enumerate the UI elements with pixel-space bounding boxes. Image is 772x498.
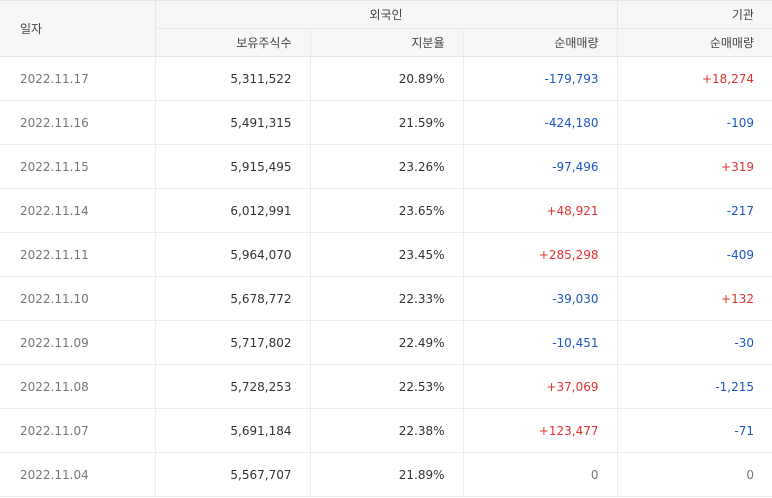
institution-net-cell: -217 [617, 188, 772, 233]
header-row-columns: 보유주식수 지분율 순매매량 순매매량 [0, 28, 772, 57]
institution-net-cell: +319 [617, 144, 772, 189]
foreign-group-header: 외국인 [155, 0, 618, 29]
foreign-net-cell: +123,477 [463, 408, 618, 453]
table-row: 2022.11.15 5,915,495 23.26% -97,496 +319 [0, 144, 772, 189]
institution-net-cell: -71 [617, 408, 772, 453]
table-row: 2022.11.16 5,491,315 21.59% -424,180 -109 [0, 100, 772, 145]
ratio-column-header: 지분율 [310, 28, 464, 57]
table-row: 2022.11.11 5,964,070 23.45% +285,298 -409 [0, 232, 772, 277]
ratio-cell: 23.65% [310, 188, 464, 233]
institution-net-cell: +18,274 [617, 56, 772, 101]
ratio-cell: 21.89% [310, 452, 464, 497]
institution-net-cell: -1,215 [617, 364, 772, 409]
holdings-cell: 5,717,802 [155, 320, 311, 365]
table-body: 2022.11.17 5,311,522 20.89% -179,793 +18,274… [0, 56, 772, 497]
holdings-cell: 6,012,991 [155, 188, 311, 233]
holdings-cell: 5,691,184 [155, 408, 311, 453]
foreign-net-column-header: 순매매량 [463, 28, 618, 57]
institution-net-cell: -409 [617, 232, 772, 277]
ratio-cell: 22.38% [310, 408, 464, 453]
table-row: 2022.11.14 6,012,991 23.65% +48,921 -217 [0, 188, 772, 233]
holdings-cell: 5,728,253 [155, 364, 311, 409]
table-row: 2022.11.10 5,678,772 22.33% -39,030 +132 [0, 276, 772, 321]
foreign-net-cell: +285,298 [463, 232, 618, 277]
ratio-cell: 22.53% [310, 364, 464, 409]
institution-net-cell: +132 [617, 276, 772, 321]
table-row: 2022.11.07 5,691,184 22.38% +123,477 -71 [0, 408, 772, 453]
foreign-net-cell: +48,921 [463, 188, 618, 233]
holdings-cell: 5,678,772 [155, 276, 311, 321]
institution-net-cell: 0 [617, 452, 772, 497]
date-cell: 2022.11.14 [0, 188, 156, 233]
table-row: 2022.11.17 5,311,522 20.89% -179,793 +18,274 [0, 56, 772, 101]
date-cell: 2022.11.04 [0, 452, 156, 497]
institution-net-cell: -30 [617, 320, 772, 365]
date-cell: 2022.11.10 [0, 276, 156, 321]
ratio-cell: 20.89% [310, 56, 464, 101]
institution-net-column-header: 순매매량 [617, 28, 772, 57]
holdings-cell: 5,491,315 [155, 100, 311, 145]
holdings-cell: 5,567,707 [155, 452, 311, 497]
holdings-column-header: 보유주식수 [155, 28, 311, 57]
ratio-cell: 23.26% [310, 144, 464, 189]
date-column-header: 일자 [0, 0, 156, 57]
table-row: 2022.11.08 5,728,253 22.53% +37,069 -1,215 [0, 364, 772, 409]
table-header: 일자 외국인 기관 보유주식수 지분율 순매매량 순매매량 [0, 0, 772, 57]
institution-group-header: 기관 [617, 0, 772, 29]
foreign-net-cell: -179,793 [463, 56, 618, 101]
holdings-cell: 5,964,070 [155, 232, 311, 277]
institution-net-cell: -109 [617, 100, 772, 145]
date-cell: 2022.11.09 [0, 320, 156, 365]
foreign-net-cell: -97,496 [463, 144, 618, 189]
holdings-cell: 5,311,522 [155, 56, 311, 101]
table-row: 2022.11.04 5,567,707 21.89% 0 0 [0, 452, 772, 497]
date-cell: 2022.11.07 [0, 408, 156, 453]
header-row-groups: 일자 외국인 기관 [0, 0, 772, 57]
ratio-cell: 22.33% [310, 276, 464, 321]
ratio-cell: 22.49% [310, 320, 464, 365]
ratio-cell: 21.59% [310, 100, 464, 145]
foreign-net-cell: -39,030 [463, 276, 618, 321]
ratio-cell: 23.45% [310, 232, 464, 277]
date-cell: 2022.11.16 [0, 100, 156, 145]
date-cell: 2022.11.17 [0, 56, 156, 101]
date-cell: 2022.11.11 [0, 232, 156, 277]
foreign-net-cell: -10,451 [463, 320, 618, 365]
foreign-net-cell: +37,069 [463, 364, 618, 409]
date-cell: 2022.11.15 [0, 144, 156, 189]
table-row: 2022.11.09 5,717,802 22.49% -10,451 -30 [0, 320, 772, 365]
date-cell: 2022.11.08 [0, 364, 156, 409]
foreign-net-cell: 0 [463, 452, 618, 497]
foreign-net-cell: -424,180 [463, 100, 618, 145]
holdings-cell: 5,915,495 [155, 144, 311, 189]
